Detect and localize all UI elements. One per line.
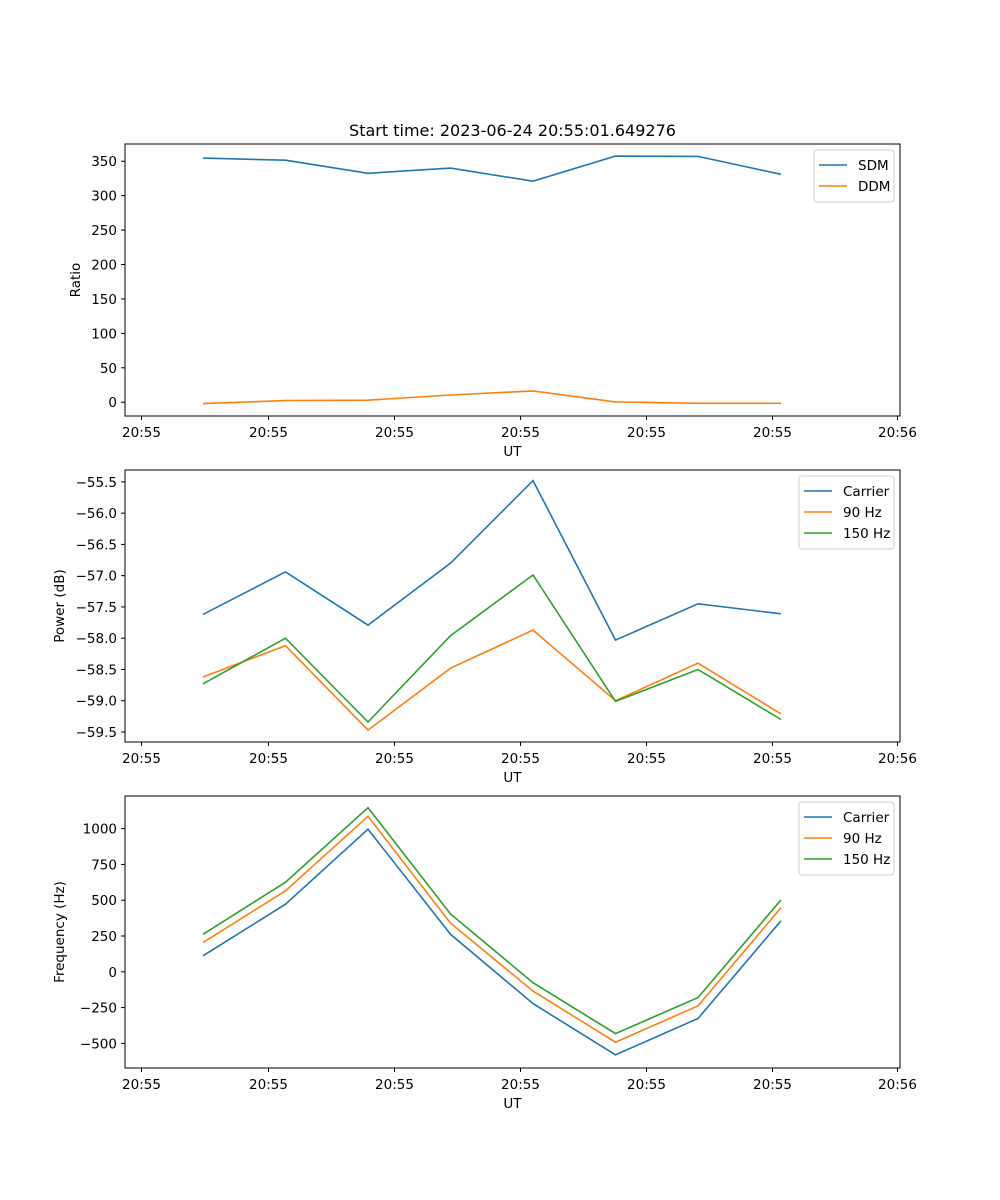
y-tick-label: −58.0 [76,631,117,647]
y-tick-label: 500 [91,893,117,909]
x-tick-label: 20:55 [122,1077,161,1093]
y-tick-label: −59.5 [76,725,117,741]
series-line-ddm [202,390,781,405]
y-tick-label: 350 [91,154,117,170]
y-tick-label: 0 [108,395,117,411]
y-tick-label: 50 [100,361,117,377]
y-axis-label: Power (dB) [52,569,68,642]
x-tick-label: 20:55 [501,751,540,767]
series-line-150-hz [202,573,782,724]
y-tick-label: 300 [91,189,117,205]
chart-panel-1: 20:55 20:55 20:55 20:55 20:55 20:55 20:56 0 50 10… [68,121,917,460]
chart-title: Start time: 2023-06-24 20:55:01.649276 [349,121,676,140]
y-tick-label: −250 [80,1001,117,1017]
legend-box [798,801,895,876]
chart-panel-3: 20:55 20:55 20:55 20:55 20:55 20:55 20:56 −500 −… [52,795,917,1112]
x-tick-label: 20:56 [878,751,917,767]
x-tick-label: 20:55 [375,751,414,767]
legend: SDM DDM [813,149,895,203]
x-tick-label: 20:55 [627,1077,666,1093]
legend-box [813,149,895,203]
x-tick-label: 20:55 [753,425,792,441]
y-tick-label: 0 [108,965,117,981]
y-axis-label: Frequency (Hz) [52,881,68,983]
series-line-150-hz [202,806,782,1035]
legend: Carrier 90 Hz 150 Hz [798,801,895,876]
y-tick-label: −56.5 [76,537,117,553]
legend-label: Carrier [843,484,890,500]
legend-label: 150 Hz [843,852,890,868]
axes-frame [124,143,901,417]
y-axis-label: Ratio [68,263,84,298]
x-tick-label: 20:55 [627,425,666,441]
y-tick-label: 100 [91,326,117,342]
legend-label: 150 Hz [843,526,890,542]
legend-label: DDM [858,179,890,195]
x-tick-label: 20:56 [878,425,917,441]
x-tick-label: 20:55 [375,1077,414,1093]
x-tick-label: 20:55 [627,751,666,767]
series-line-carrier [202,828,782,1056]
legend-box [798,475,895,550]
legend-label: 90 Hz [843,505,882,521]
axes-frame [124,795,901,1069]
y-tick-label: −58.5 [76,662,117,678]
x-axis-label: UT [503,444,522,460]
y-tick-label: −55.5 [76,475,117,491]
x-tick-label: 20:55 [375,425,414,441]
y-tick-label: −57.0 [76,569,117,585]
x-tick-label: 20:56 [878,1077,917,1093]
x-tick-label: 20:55 [249,751,288,767]
series-line-90-hz [202,815,782,1044]
axes-frame [124,469,901,743]
y-tick-label: −56.0 [76,506,117,522]
x-tick-label: 20:55 [501,1077,540,1093]
series-line-sdm [202,155,782,183]
y-tick-label: 250 [91,223,117,239]
x-tick-label: 20:55 [501,425,540,441]
y-tick-label: −59.0 [76,694,117,710]
legend-label: 90 Hz [843,831,882,847]
y-tick-label: 200 [91,258,117,274]
y-tick-label: 750 [91,857,117,873]
x-tick-label: 20:55 [753,751,792,767]
y-tick-label: 1000 [83,822,117,838]
x-tick-label: 20:55 [249,425,288,441]
x-axis-label: UT [503,1096,522,1112]
x-axis-label: UT [503,770,522,786]
y-tick-label: −500 [80,1036,117,1052]
series-line-90-hz [202,629,782,732]
y-tick-label: 250 [91,929,117,945]
x-tick-label: 20:55 [249,1077,288,1093]
chart-panel-2: 20:55 20:55 20:55 20:55 20:55 20:55 20:56 −59.5… [52,469,917,786]
y-tick-label: 150 [91,292,117,308]
series-line-carrier [202,479,782,642]
y-tick-label: −57.5 [76,600,117,616]
x-tick-label: 20:55 [122,425,161,441]
legend-label: SDM [858,158,889,174]
legend: Carrier 90 Hz 150 Hz [798,475,895,550]
x-tick-label: 20:55 [122,751,161,767]
x-tick-label: 20:55 [753,1077,792,1093]
legend-label: Carrier [843,810,890,826]
